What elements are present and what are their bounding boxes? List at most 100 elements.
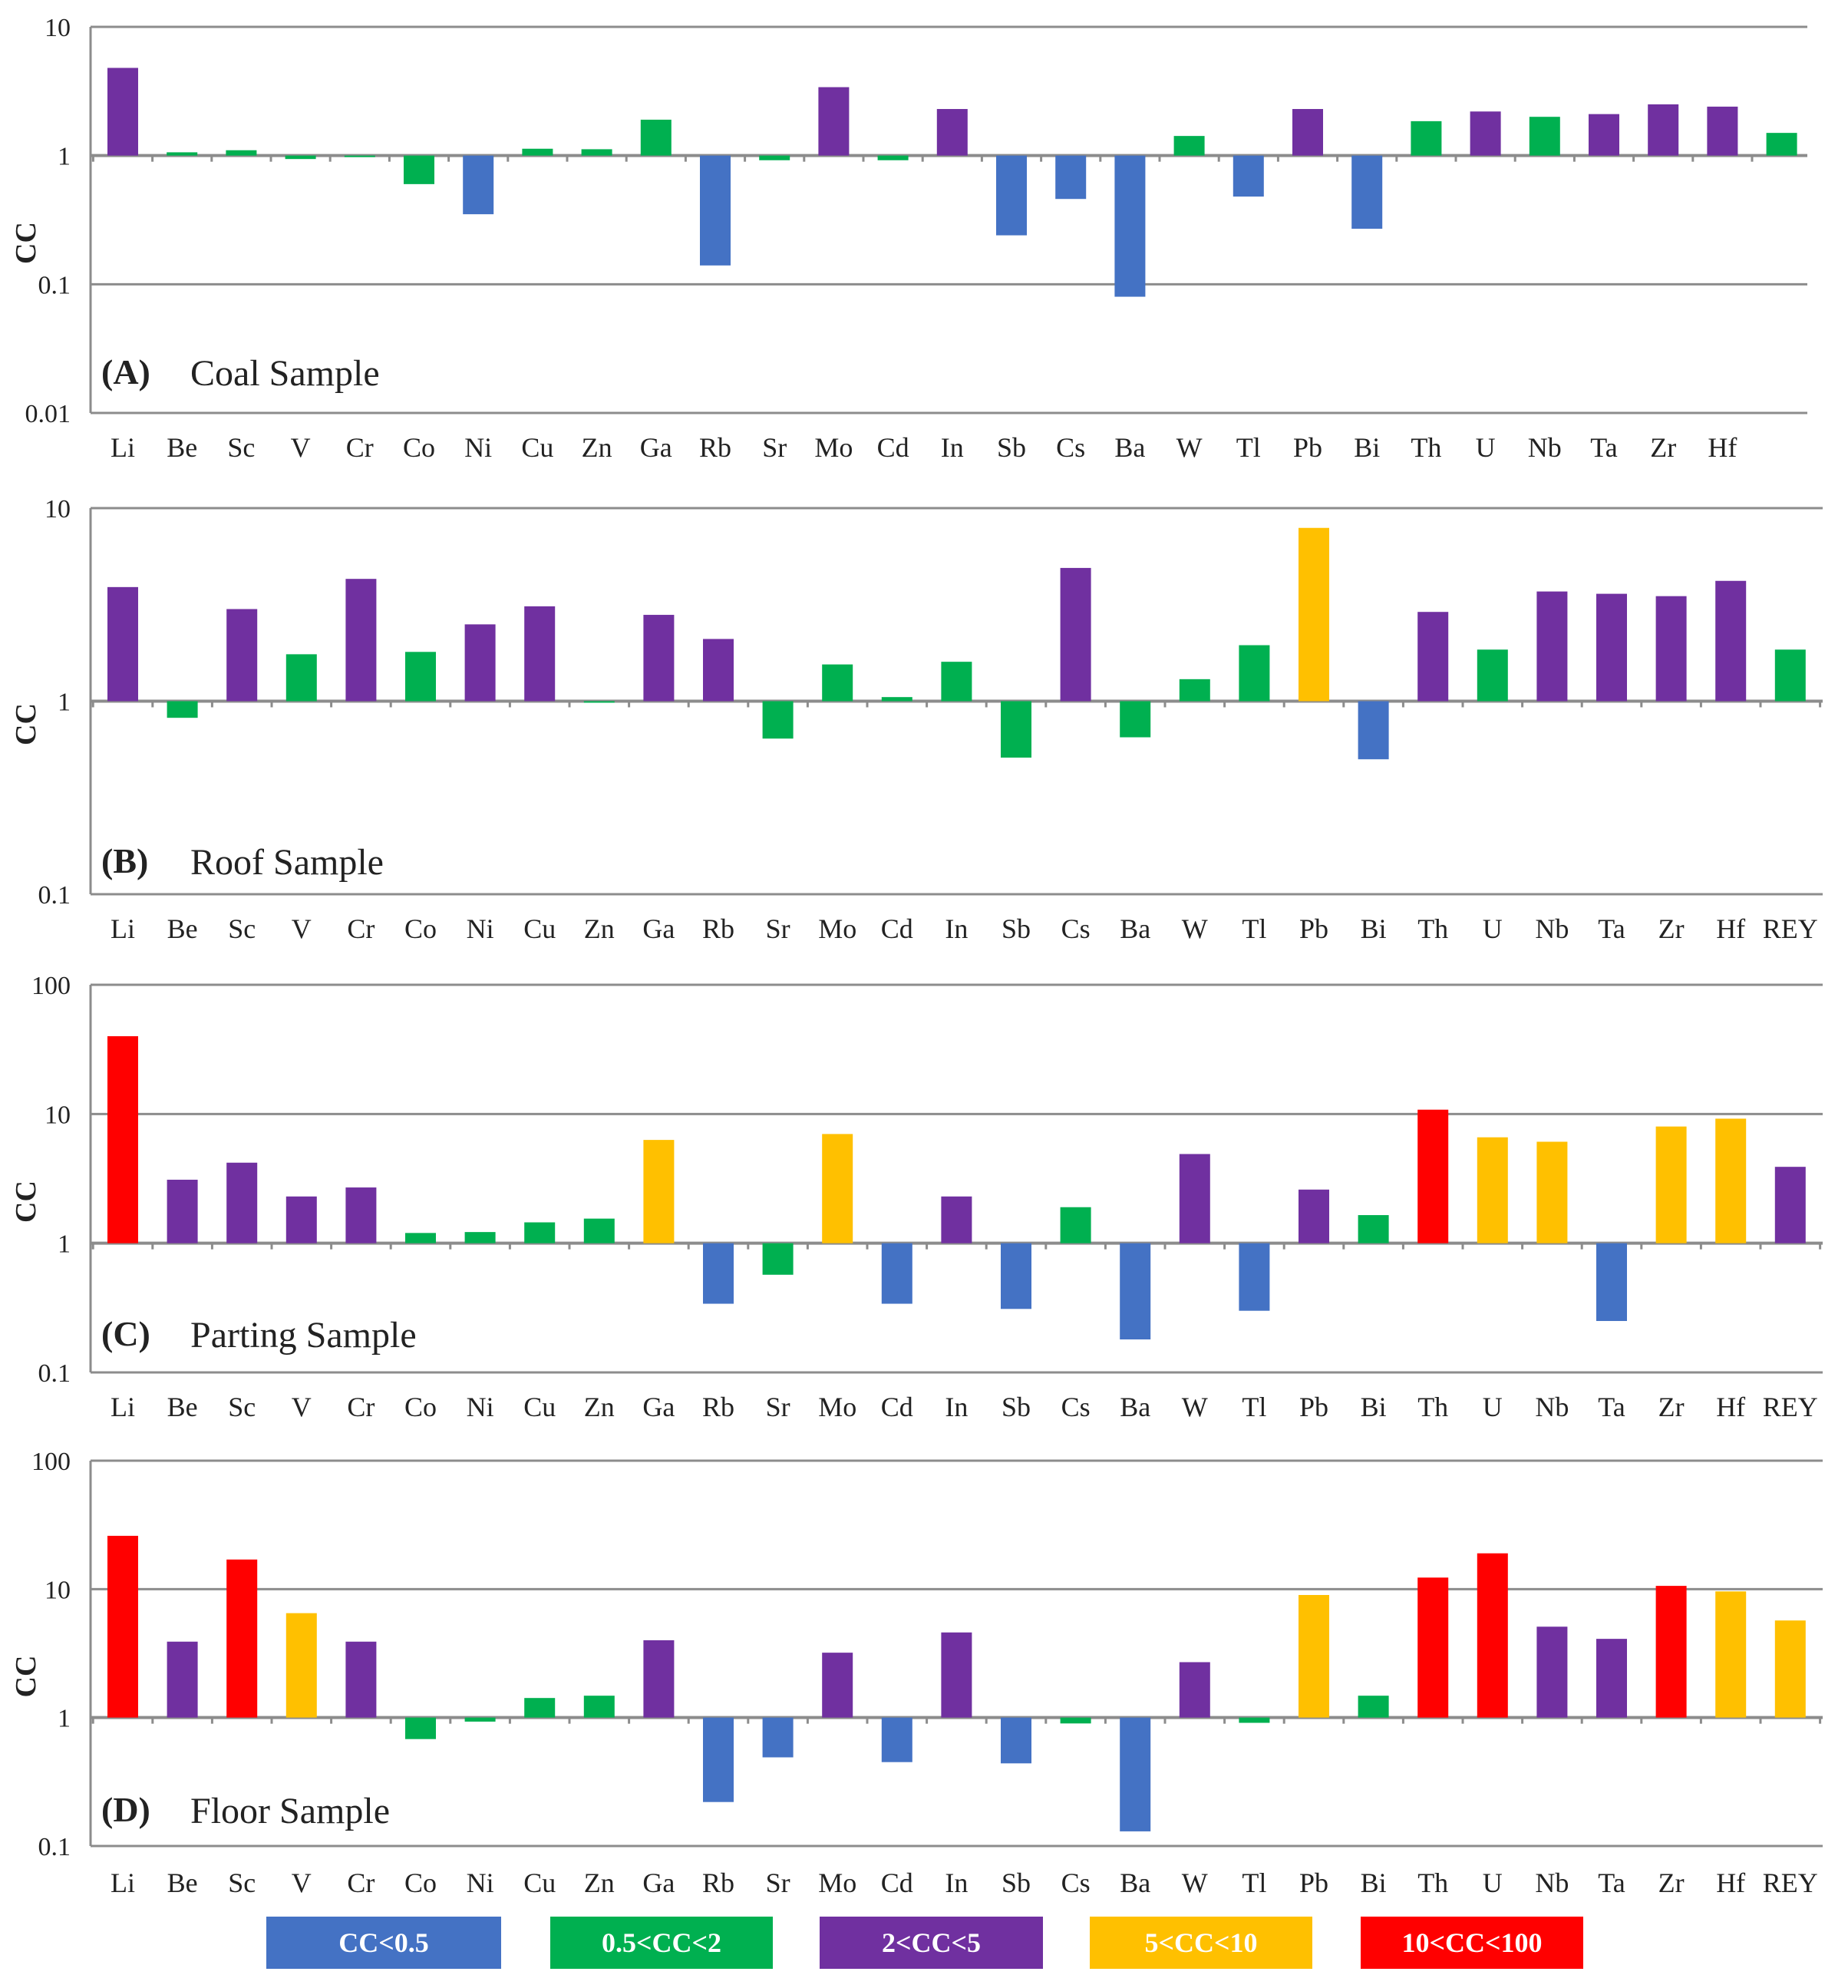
x-tick-label: Ni [464,432,492,463]
bar-sb [1001,1243,1031,1309]
panel-floor: 100 10 1 0.1 Li Be Sc V Cr Co Ni Cu Zn Ga Rb Sr Mo Cd In Sb… [10,1448,1823,1898]
panel-label: (C) [101,1314,150,1353]
x-tick-label: Sb [1002,913,1031,944]
x-tick-label: Pb [1299,913,1328,944]
x-tick-label: V [291,432,311,463]
x-tick-label: Pb [1299,1867,1328,1898]
bar-zr [1655,596,1687,702]
y-tick-label: 1 [58,689,71,717]
x-tick-label: Cr [346,432,374,463]
x-tick-label: Th [1417,1867,1448,1898]
bar-rb [703,639,734,702]
bar-th [1411,121,1442,156]
bar-bi [1358,1696,1389,1718]
y-tick-label: 0.1 [38,271,71,299]
x-tick-label: Zn [584,1867,615,1898]
bar-cs [1060,1717,1091,1724]
x-tick-label: Sc [227,432,255,463]
bar-zn [581,149,612,156]
x-tick-label: W [1182,1392,1208,1422]
x-tick-label: Hf [1716,1392,1745,1422]
bar-v [285,1196,317,1243]
panel-roof: 10 1 0.1 Li Be Sc V Cr Co Ni Cu Zn Ga Rb Sr Mo Cd In Sb Cs B… [10,495,1823,944]
bar-li [107,68,138,156]
x-tick-label: Th [1411,432,1441,463]
bar-be [167,1641,198,1718]
x-tick-label: Sb [997,432,1026,463]
y-tick-label: 10 [45,14,71,42]
x-tick-label: Ni [467,1392,494,1422]
bar-tl [1239,645,1270,702]
x-tick-label: U [1483,1867,1503,1898]
bar-tl [1233,155,1264,197]
bar-hf [1715,1118,1747,1243]
x-tick-label: Bi [1361,1867,1387,1898]
bar-nb [1536,1626,1568,1718]
x-tick-label: In [945,1392,968,1422]
x-tick-label: Th [1417,913,1448,944]
x-tick-label: Ta [1598,913,1625,944]
x-tick-label: Ni [467,913,494,944]
x-tick-label: Tl [1242,1867,1266,1898]
bar-w [1179,1154,1210,1243]
bar-ba [1120,1717,1151,1831]
x-tick-label: V [292,1392,312,1422]
x-tick-label: Mo [818,913,856,944]
x-tick-label: Hf [1716,913,1745,944]
bar-be [167,1179,198,1243]
panel-label: (D) [101,1790,150,1829]
x-tick-label: Bi [1361,1392,1387,1422]
bar-cu [524,1698,556,1718]
x-tick-label: Sr [766,913,790,944]
bar-pb [1299,527,1329,702]
x-tick-label: Ba [1120,1867,1150,1898]
bar-hf [1707,106,1738,156]
bar-zr [1655,1586,1687,1718]
bar-cr [345,1187,377,1243]
y-axis-title: CC [10,703,42,745]
y-tick-label: 1 [58,1230,71,1259]
panel-label: (A) [101,352,150,391]
x-tick-label: Be [167,432,197,463]
x-tick-label: Co [404,913,437,944]
bar-th [1417,612,1449,702]
x-tick-label: Th [1417,1392,1448,1422]
bar-cu [524,606,556,702]
x-tick-label: Zr [1658,913,1685,944]
x-tick-label: Ba [1120,913,1150,944]
panel-parting: 100 10 1 0.1 Li Be Sc V Cr Co Ni Cu Zn Ga Rb Sr Mo Cd In Sb… [10,972,1823,1422]
x-tick-label: Zn [584,1392,615,1422]
bar-v [285,654,317,702]
x-tick-label: Sr [766,1867,790,1898]
x-tick-label: Pb [1299,1392,1328,1422]
bar-pb [1299,1189,1329,1243]
bar-co [405,1233,436,1243]
bar-bi [1358,1215,1389,1243]
x-tick-label: Cd [881,913,913,944]
bar-in [936,109,968,156]
bar-u [1477,649,1508,702]
bar-sb [1001,701,1031,758]
x-tick-label: Mo [814,432,853,463]
bar-cs [1055,155,1087,200]
bar-ni [464,1232,496,1243]
bar-pb [1299,1594,1329,1718]
bar-ga [643,615,675,702]
bar-li [107,1035,138,1243]
bar-mo [822,664,853,702]
x-tick-label: W [1176,432,1203,463]
x-tick-label: Tl [1242,1392,1266,1422]
y-tick-label: 10 [45,495,71,523]
x-tick-label: V [292,1867,312,1898]
x-tick-label: Ga [642,1867,675,1898]
bar-sc [226,150,257,156]
x-tick-label: Bi [1354,432,1380,463]
bar-ba [1120,1243,1151,1340]
y-tick-label: 100 [31,1448,71,1476]
x-tick-label: Ga [642,913,675,944]
legend-item-cc-lt-0-5: CC<0.5 [266,1917,501,1969]
x-tick-label: Be [167,1392,198,1422]
x-tick-label: Ta [1590,432,1617,463]
x-tick-label: Sc [228,913,256,944]
bar-cr [345,1641,377,1718]
